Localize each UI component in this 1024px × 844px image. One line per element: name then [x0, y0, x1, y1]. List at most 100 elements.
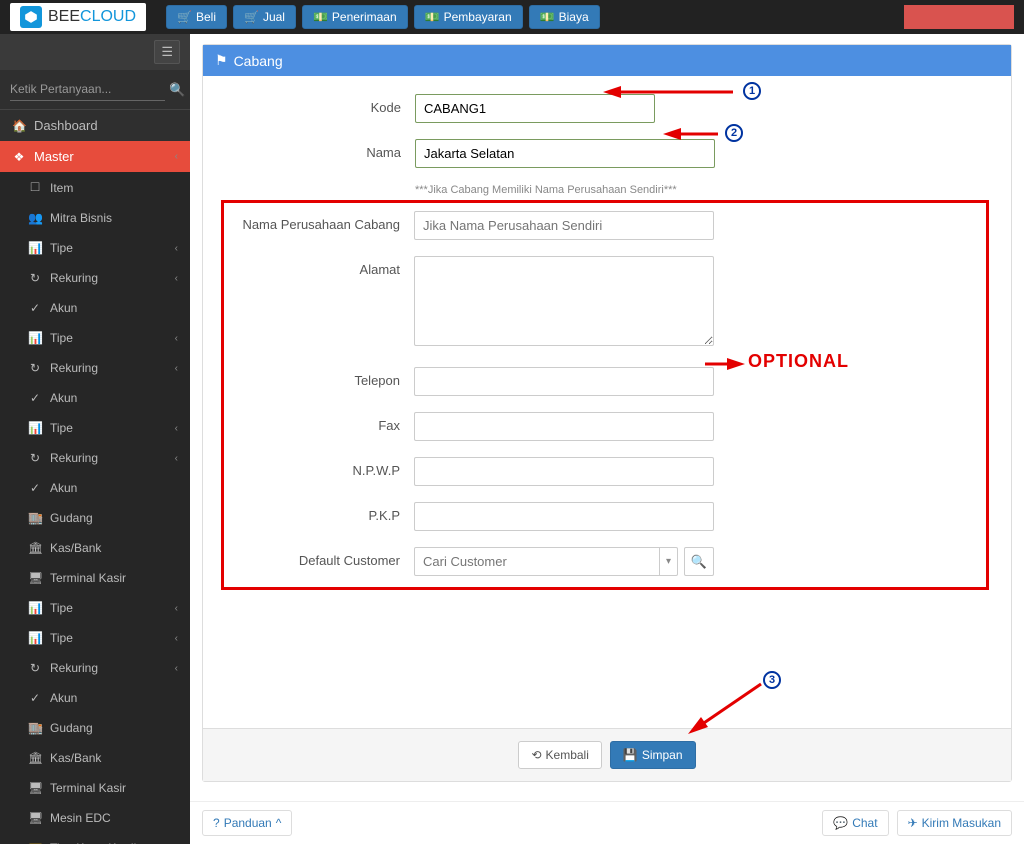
logo-text-cloud: CLOUD — [80, 8, 136, 26]
sidebar-item-kasbank[interactable]: 🏛Kas/Bank — [0, 743, 190, 773]
sidebar-label: Master — [34, 149, 74, 164]
chevron-left-icon: ‹ — [175, 151, 178, 162]
sidebar-item-mitrabisnis[interactable]: 👥Mitra Bisnis — [0, 203, 190, 233]
menu-icon: 🏬 — [28, 511, 42, 525]
search-input[interactable] — [10, 78, 165, 101]
logo-text-bee: BEE — [48, 8, 80, 26]
sidebar-search: 🔍 — [0, 70, 190, 110]
annotation-marker-1: 1 — [743, 82, 761, 100]
sidebar-item-akun[interactable]: ✓Akun — [0, 383, 190, 413]
menu-icon: 👥 — [28, 211, 42, 225]
sidebar-item-gudang[interactable]: 🏬Gudang — [0, 713, 190, 743]
annotation-arrow-3 — [683, 679, 768, 739]
input-telepon[interactable] — [414, 367, 714, 396]
hamburger-icon[interactable]: ☰ — [154, 40, 180, 64]
menu-icon: 📊 — [28, 241, 42, 255]
menu-icon: ✓ — [28, 481, 42, 495]
back-button[interactable]: ⟲Kembali — [518, 741, 601, 769]
sidebar-item-tipekartukredit[interactable]: 💳Tipe Kartu Kredit — [0, 833, 190, 844]
save-button[interactable]: 💾Simpan — [610, 741, 696, 769]
top-button-biaya[interactable]: 💵Biaya — [529, 5, 600, 29]
sidebar-item-tipe[interactable]: 📊Tipe‹ — [0, 233, 190, 263]
sidebar-item-tipe[interactable]: 📊Tipe‹ — [0, 623, 190, 653]
sidebar-item-terminalkasir[interactable]: 🖥Terminal Kasir — [0, 773, 190, 803]
top-button-penerimaan[interactable]: 💵Penerimaan — [302, 5, 408, 29]
annotation-arrow-2 — [663, 126, 723, 146]
top-button-pembayaran[interactable]: 💵Pembayaran — [414, 5, 523, 29]
input-alamat[interactable] — [414, 256, 714, 346]
sidebar-item-mesinedc[interactable]: 🖥Mesin EDC — [0, 803, 190, 833]
input-pkp[interactable] — [414, 502, 714, 531]
chat-icon: 💬 — [833, 816, 848, 830]
send-icon: ✈ — [908, 816, 918, 830]
home-icon: 🏠 — [12, 119, 26, 133]
menu-icon: ✓ — [28, 691, 42, 705]
sidebar-dashboard[interactable]: 🏠 Dashboard — [0, 110, 190, 141]
sidebar-item-tipe[interactable]: 📊Tipe‹ — [0, 413, 190, 443]
help-icon: ? — [213, 816, 220, 830]
logo: BEECLOUD — [10, 3, 146, 31]
top-buttons: 🛒Beli🛒Jual💵Penerimaan💵Pembayaran💵Biaya — [166, 5, 600, 29]
chevron-icon: ‹ — [175, 423, 178, 434]
sidebar-item-akun[interactable]: ✓Akun — [0, 293, 190, 323]
menu-icon: ✓ — [28, 301, 42, 315]
flag-icon: ⚑ — [215, 52, 228, 69]
sidebar-item-akun[interactable]: ✓Akun — [0, 473, 190, 503]
menu-icon: 🖥 — [28, 811, 42, 825]
search-customer-button[interactable]: 🔍 — [684, 547, 714, 576]
top-bar: BEECLOUD 🛒Beli🛒Jual💵Penerimaan💵Pembayara… — [0, 0, 1024, 34]
menu-icon: 📊 — [28, 601, 42, 615]
sidebar-item-rekuring[interactable]: ↻Rekuring‹ — [0, 443, 190, 473]
sidebar-item-item[interactable]: 🞎Item — [0, 172, 190, 203]
sidebar-label: Dashboard — [34, 118, 98, 133]
chevron-icon: ‹ — [175, 363, 178, 374]
chevron-icon: ‹ — [175, 663, 178, 674]
label-telepon: Telepon — [228, 367, 414, 388]
select-default-customer[interactable]: ▾ — [414, 547, 678, 576]
kirim-masukan-button[interactable]: ✈Kirim Masukan — [897, 810, 1012, 836]
menu-icon: ↻ — [28, 271, 42, 285]
label-fax: Fax — [228, 412, 414, 433]
cart-icon: 💵 — [540, 10, 555, 24]
chevron-icon: ‹ — [175, 243, 178, 254]
input-default-customer[interactable] — [415, 548, 659, 575]
sidebar-item-kasbank[interactable]: 🏛Kas/Bank — [0, 533, 190, 563]
cart-icon: 🛒 — [244, 10, 259, 24]
top-button-jual[interactable]: 🛒Jual — [233, 5, 296, 29]
menu-icon: 🖥 — [28, 571, 42, 585]
sidebar-item-rekuring[interactable]: ↻Rekuring‹ — [0, 353, 190, 383]
menu-icon: ↻ — [28, 661, 42, 675]
chevron-icon: ‹ — [175, 333, 178, 344]
logo-icon — [20, 6, 42, 28]
input-npwp[interactable] — [414, 457, 714, 486]
annotation-arrow-optional — [705, 356, 745, 376]
redacted-block — [904, 5, 1014, 29]
sidebar-item-rekuring[interactable]: ↻Rekuring‹ — [0, 263, 190, 293]
main-content: ⚑ Cabang Kode Nama ***Jika Cabang Memili… — [190, 34, 1024, 844]
sidebar: ☰ 🔍 🏠 Dashboard ❖ Master ‹ 🞎Item👥Mitra B… — [0, 34, 190, 844]
sidebar-item-rekuring[interactable]: ↻Rekuring‹ — [0, 653, 190, 683]
panduan-button[interactable]: ?Panduan ^ — [202, 810, 292, 836]
panel-cabang: ⚑ Cabang Kode Nama ***Jika Cabang Memili… — [202, 44, 1012, 782]
search-icon[interactable]: 🔍 — [169, 82, 185, 98]
sidebar-master[interactable]: ❖ Master ‹ — [0, 141, 190, 172]
footer-buttons: ⟲Kembali 💾Simpan 3 — [203, 728, 1011, 781]
panel-header: ⚑ Cabang — [203, 45, 1011, 76]
note-text: ***Jika Cabang Memiliki Nama Perusahaan … — [415, 184, 677, 196]
top-button-beli[interactable]: 🛒Beli — [166, 5, 227, 29]
save-icon: 💾 — [623, 748, 638, 762]
label-pkp: P.K.P — [228, 502, 414, 523]
cart-icon: 🛒 — [177, 10, 192, 24]
sidebar-item-terminalkasir[interactable]: 🖥Terminal Kasir — [0, 563, 190, 593]
sidebar-item-akun[interactable]: ✓Akun — [0, 683, 190, 713]
sidebar-item-gudang[interactable]: 🏬Gudang — [0, 503, 190, 533]
menu-icon: 📊 — [28, 331, 42, 345]
annotation-arrow-1 — [603, 84, 738, 104]
chat-button[interactable]: 💬Chat — [822, 810, 888, 836]
cart-icon: 💵 — [313, 10, 328, 24]
sidebar-item-tipe[interactable]: 📊Tipe‹ — [0, 593, 190, 623]
chevron-down-icon[interactable]: ▾ — [659, 548, 677, 575]
sidebar-item-tipe[interactable]: 📊Tipe‹ — [0, 323, 190, 353]
input-fax[interactable] — [414, 412, 714, 441]
input-nama-perusahaan[interactable] — [414, 211, 714, 240]
